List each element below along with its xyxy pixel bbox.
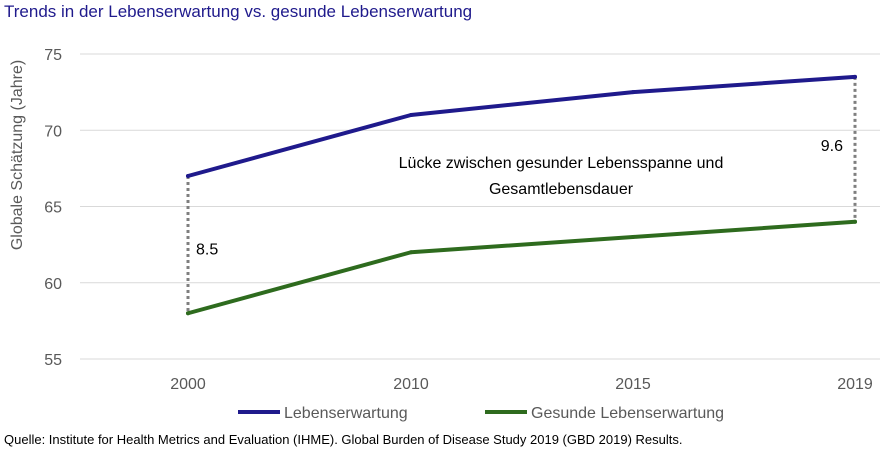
- x-tick-label-2010: 2010: [393, 376, 429, 393]
- series-lines: [186, 74, 857, 316]
- y-tick-label-55: 55: [44, 352, 62, 369]
- x-tick-label-2019: 2019: [837, 376, 873, 393]
- y-tick-label-65: 65: [44, 200, 62, 217]
- y-tick-label-70: 70: [44, 123, 62, 140]
- data-point-0-2000: [186, 174, 190, 178]
- legend-label-gesunde-lebenserwartung: Gesunde Lebenserwartung: [531, 405, 724, 422]
- source-note: Quelle: Institute for Health Metrics and…: [4, 432, 683, 447]
- data-point-0-2019: [853, 74, 857, 79]
- gap-label-2000: 8.5: [196, 242, 218, 259]
- x-tick-label-2015: 2015: [615, 376, 651, 393]
- data-point-1-2000: [186, 311, 190, 316]
- y-axis-ticks: 55 60 65 70 75: [44, 47, 62, 369]
- data-point-0-2015: [631, 90, 635, 95]
- data-point-1-2015: [631, 235, 635, 239]
- legend-label-lebenserwartung: Lebenserwartung: [284, 405, 408, 422]
- y-axis-label: Globale Schätzung (Jahre): [9, 60, 26, 250]
- grid: [80, 53, 880, 360]
- gap-annotation-line-1: Lücke zwischen gesunder Lebensspanne und: [399, 155, 724, 172]
- gap-markers: 8.5 9.6: [186, 76, 857, 314]
- x-axis-ticks: 2000 2010 2015 2019: [170, 376, 873, 393]
- chart-title: Trends in der Lebenserwartung vs. gesund…: [4, 2, 472, 21]
- data-point-0-2010: [409, 113, 413, 117]
- data-point-1-2010: [409, 250, 413, 255]
- series-line-1: [186, 219, 857, 316]
- legend: Lebenserwartung Gesunde Lebenserwartung: [238, 405, 724, 422]
- y-tick-label-75: 75: [44, 47, 62, 64]
- gap-label-2019: 9.6: [821, 138, 843, 155]
- data-point-1-2019: [853, 219, 857, 224]
- x-tick-label-2000: 2000: [170, 376, 206, 393]
- gap-annotation-line-2: Gesamtlebensdauer: [489, 181, 634, 198]
- series-line-0: [186, 74, 857, 178]
- y-tick-label-60: 60: [44, 276, 62, 293]
